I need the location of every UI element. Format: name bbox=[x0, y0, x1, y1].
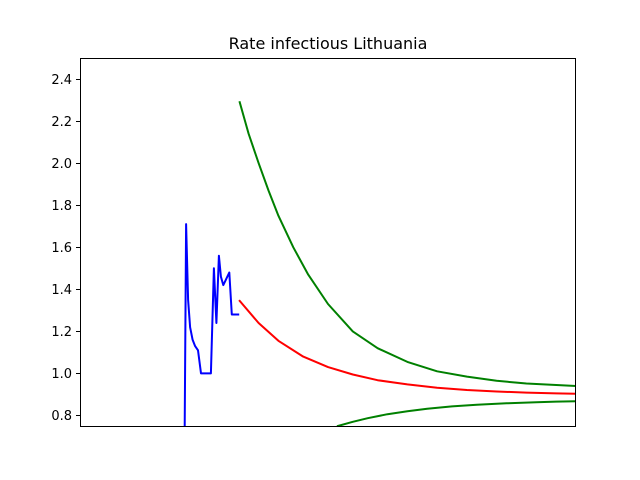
y-tick-label: 1.2 bbox=[51, 325, 72, 340]
y-tick-label: 1.4 bbox=[51, 283, 72, 298]
plot-area: 0.8 1.0 1.2 1.4 1.6 1.8 2.0 2.2 2.4 bbox=[51, 58, 576, 427]
series-line-2 bbox=[238, 299, 576, 395]
series-line-1 bbox=[183, 223, 240, 426]
series-line-3 bbox=[238, 100, 576, 388]
y-axis: 0.8 1.0 1.2 1.4 1.6 1.8 2.0 2.2 2.4 bbox=[51, 73, 81, 424]
chart-title: Rate infectious Lithuania bbox=[229, 34, 428, 53]
y-tick-label: 1.6 bbox=[51, 241, 72, 256]
y-tick-label: 0.8 bbox=[51, 409, 72, 424]
y-tick-label: 2.0 bbox=[51, 157, 72, 172]
axes-frame bbox=[80, 58, 576, 427]
y-tick-label: 2.4 bbox=[51, 73, 72, 88]
y-tick-label: 2.2 bbox=[51, 115, 72, 130]
series-group bbox=[183, 100, 576, 426]
series-line-4 bbox=[336, 400, 576, 426]
y-tick-label: 1.0 bbox=[51, 367, 72, 382]
y-tick-label: 1.8 bbox=[51, 199, 72, 214]
